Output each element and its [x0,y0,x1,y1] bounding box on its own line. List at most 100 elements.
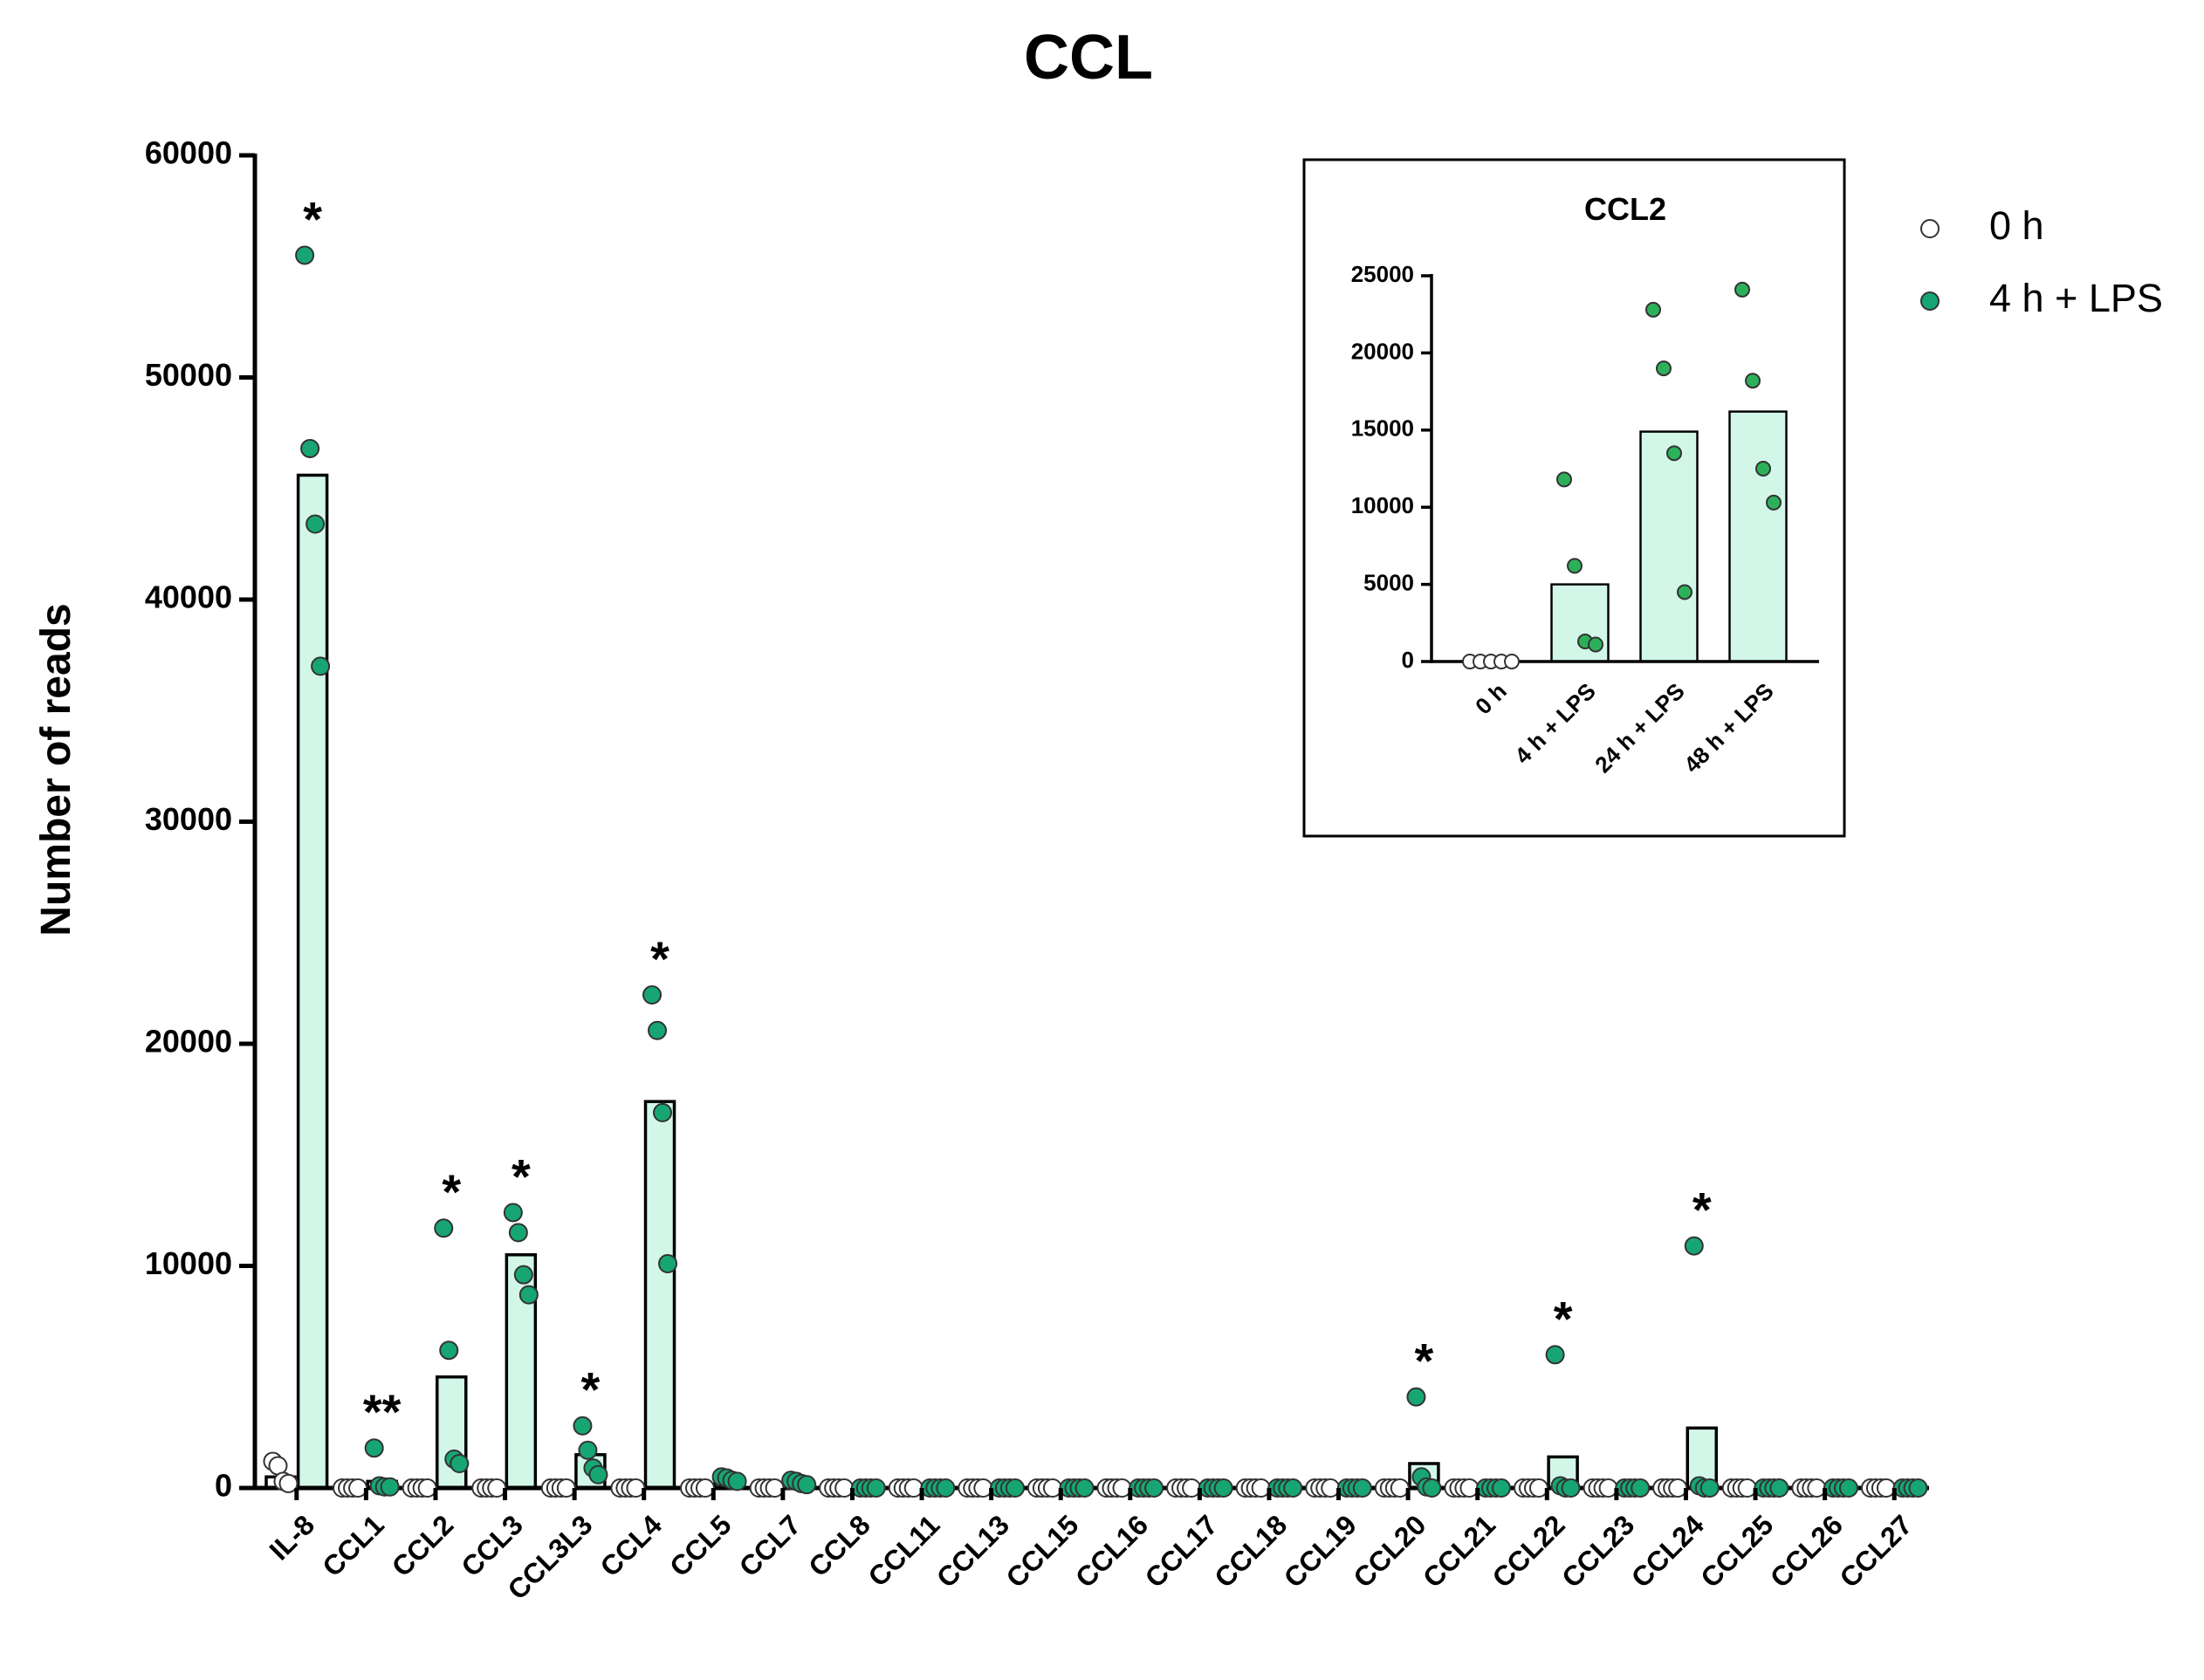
data-point [1645,301,1661,318]
data-point [1734,281,1750,298]
x-tick-label: CCL16 [1069,1509,1154,1594]
x-tick-label: CCL15 [999,1509,1084,1594]
significance-mark: * [650,931,669,986]
data-point [439,1341,459,1361]
data-point [1755,461,1771,477]
data-point [653,1102,673,1122]
y-tick-label: 20000 [145,1024,232,1059]
data-point [578,1440,598,1460]
data-point [573,1416,593,1436]
y-tick-label: 15000 [1351,415,1414,442]
data-point [1567,558,1583,574]
data-point [1556,471,1572,488]
y-tick-label: 20000 [1351,338,1414,364]
data-point [380,1477,400,1497]
data-point [1561,1478,1581,1498]
x-tick-label: CCL4 [594,1509,669,1583]
y-tick-label: 30000 [145,801,232,837]
data-point [1699,1478,1720,1498]
data-point [1656,360,1672,377]
data-point [278,1473,299,1493]
data-point [1908,1478,1928,1498]
legend-marker [1920,291,1940,311]
inset-title: CCL2 [1584,191,1666,227]
x-tick-label: CCL19 [1278,1509,1363,1594]
x-tick-label: IL-8 [263,1509,320,1567]
legend-marker [1920,219,1940,238]
data-point [1684,1236,1704,1256]
x-tick-label: CCL22 [1486,1509,1571,1594]
y-tick-label: 5000 [1363,569,1414,595]
data-point [1492,1478,1512,1498]
x-tick-label: CCL24 [1625,1509,1710,1594]
data-point [1745,373,1761,389]
data-point [1406,1387,1426,1407]
y-tick-label: 0 [215,1468,232,1504]
x-tick-label: CCL27 [1833,1509,1918,1594]
chart-title: CCL [1024,23,1153,93]
significance-mark: * [303,192,322,247]
x-tick-label: CCL25 [1694,1509,1779,1594]
y-tick-label: 50000 [145,357,232,393]
data-point [658,1253,678,1273]
data-point [311,656,331,676]
x-tick-label: CCL13 [930,1509,1015,1594]
data-point [797,1475,817,1495]
data-point [1588,636,1603,653]
y-tick-label: 10000 [145,1245,232,1281]
data-point [936,1478,956,1498]
data-point [1005,1478,1025,1498]
data-point [1769,1478,1789,1498]
data-point [1766,494,1782,511]
bar [296,473,329,1490]
data-point [518,1285,539,1305]
x-tick-label: CCL5 [663,1509,738,1583]
data-point [450,1454,470,1474]
x-tick-label: CCL17 [1139,1509,1224,1594]
significance-mark: ** [363,1384,402,1439]
x-tick-label: CCL1 [316,1509,390,1583]
significance-mark: * [442,1164,461,1219]
legend-label: 0 h [1989,203,2044,248]
y-tick-label: 10000 [1351,492,1414,518]
significance-mark: * [1554,1291,1573,1346]
x-tick-label: CCL18 [1208,1509,1293,1594]
data-point [1666,445,1682,462]
x-tick-label: CCL7 [733,1509,807,1583]
bar [1639,430,1699,663]
legend-label: 4 h + LPS [1989,276,2163,320]
data-point [503,1203,523,1223]
x-tick-label: CCL23 [1555,1509,1640,1594]
data-point [1075,1478,1095,1498]
y-tick-label: 40000 [145,579,232,615]
data-point [1838,1478,1858,1498]
data-point [306,514,326,534]
data-point [364,1438,384,1458]
significance-mark: * [1692,1183,1712,1238]
significance-mark: * [581,1362,601,1417]
y-tick-label: 60000 [145,135,232,171]
data-point [642,985,663,1005]
y-axis-label: Number of reads [33,603,79,936]
data-point [1677,584,1692,600]
x-tick-label: CCL26 [1764,1509,1849,1594]
data-point [727,1471,747,1491]
data-point [1213,1478,1233,1498]
significance-mark: * [512,1149,531,1203]
data-point [648,1020,668,1040]
data-point [1631,1478,1651,1498]
y-tick-label: 0 [1402,647,1414,673]
y-tick-label: 25000 [1351,261,1414,287]
x-tick-label: CCL20 [1347,1509,1432,1594]
x-tick-label: CCL2 [386,1509,460,1583]
data-point [1352,1478,1372,1498]
bar [643,1100,676,1490]
bar [1728,410,1788,663]
data-point [508,1223,528,1243]
data-point [1545,1345,1565,1365]
data-point [295,245,315,265]
data-point [1422,1478,1442,1498]
data-point [300,438,320,458]
data-point [1283,1478,1303,1498]
